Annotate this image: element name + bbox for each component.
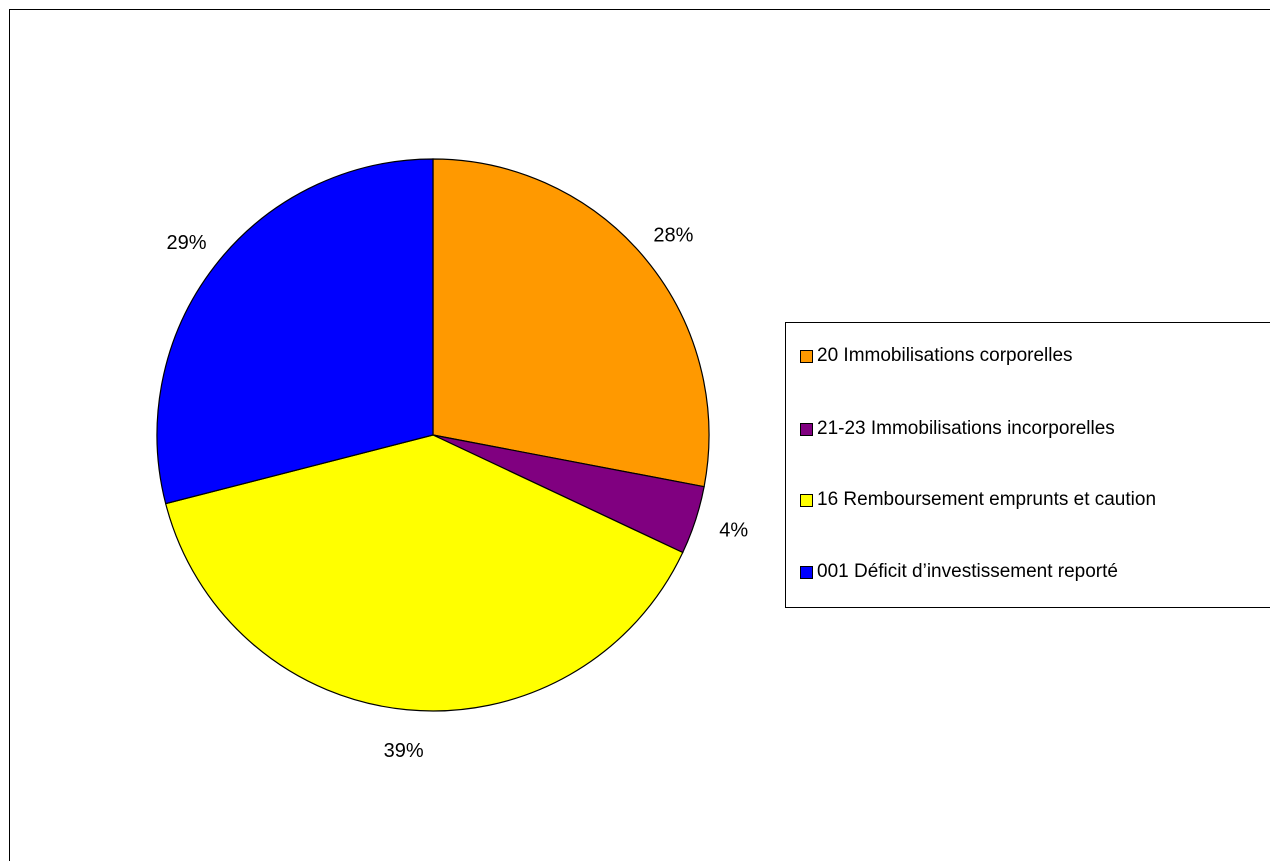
pie-label-4: 29% [166,232,206,254]
pie-slice-3 [164,434,684,712]
pie-label-2: 4% [719,520,748,542]
legend-item-1: 20 Immobilisations corporelles [800,345,1073,367]
chart-legend: 20 Immobilisations corporelles 21-23 Imm… [785,322,1270,608]
pie-slice-4 [156,158,434,505]
legend-item-2: 21-23 Immobilisations incorporelles [800,418,1115,440]
legend-label-3: 16 Remboursement emprunts et caution [817,489,1157,510]
legend-label-1: 20 Immobilisations corporelles [817,345,1073,366]
legend-label-2: 21-23 Immobilisations incorporelles [817,418,1115,439]
legend-swatch-1 [800,349,813,363]
pie-slices [156,158,710,712]
pie-labels: 28% 4% 39% 29% [166,224,748,761]
legend-item-4: 001 Déficit d’investissement reporté [800,561,1118,583]
pie-label-1: 28% [653,224,693,246]
legend-swatch-3 [800,493,813,507]
legend-swatch-4 [800,565,813,579]
legend-swatch-2 [800,422,813,436]
pie-label-3: 39% [384,740,424,762]
legend-label-4: 001 Déficit d’investissement reporté [817,561,1118,582]
legend-item-3: 16 Remboursement emprunts et caution [800,489,1156,511]
pie-slice-1 [432,158,710,488]
